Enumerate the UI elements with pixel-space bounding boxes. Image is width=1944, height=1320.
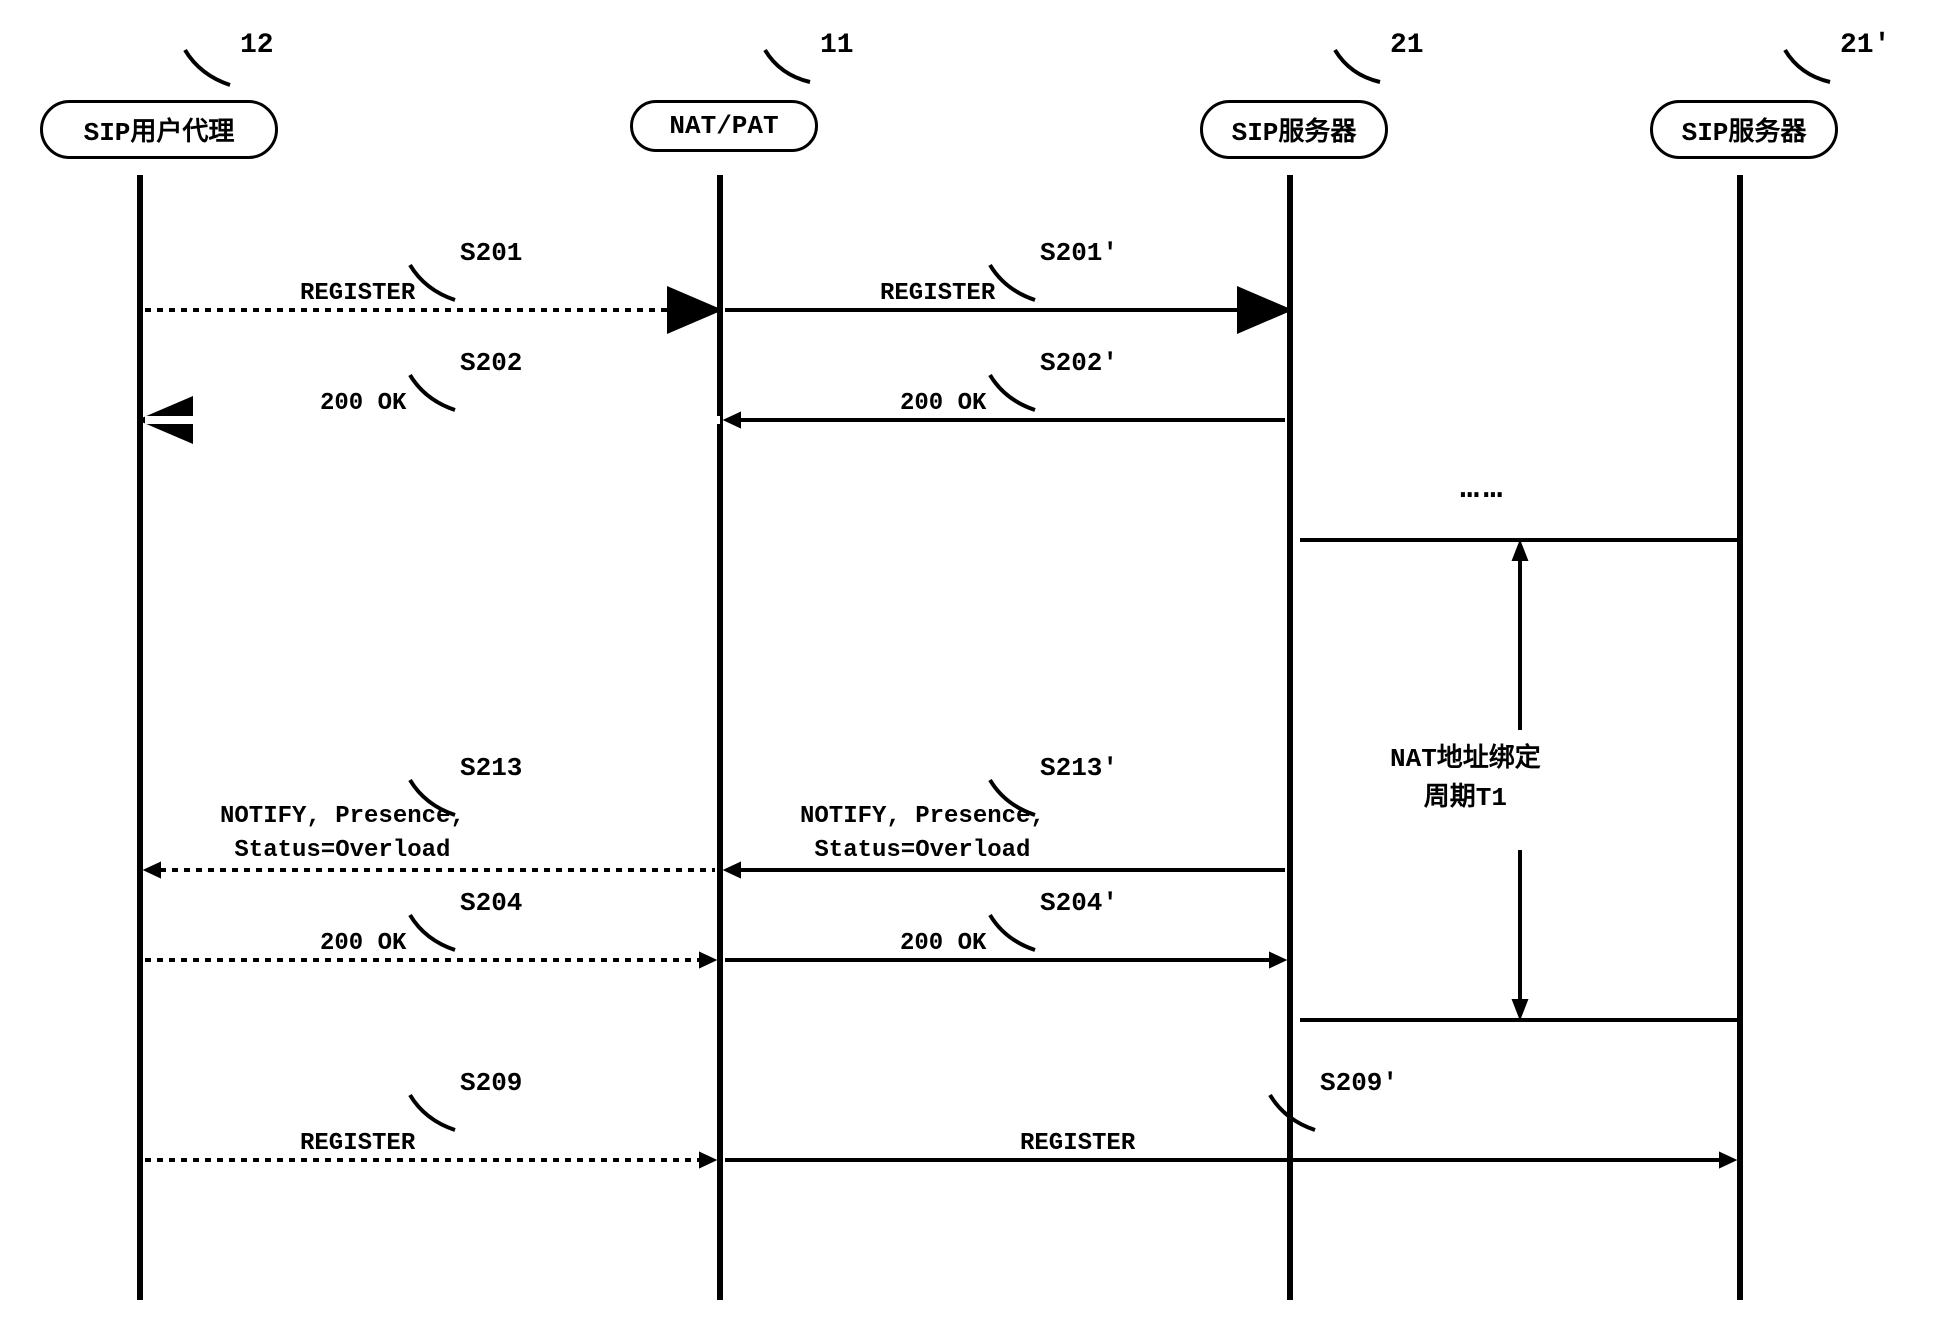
step-s204p: S204' — [1040, 888, 1118, 918]
step-s209p: S209' — [1320, 1068, 1398, 1098]
step-s202: S202 — [460, 348, 522, 378]
step-s201p: S201' — [1040, 238, 1118, 268]
msg-200ok-1: 200 OK — [320, 390, 406, 417]
sequence-diagram: SIP用户代理 12 NAT/PAT 11 SIP服务器 21 SIP服务器 2… — [20, 20, 1940, 1300]
msg-200ok-3: 200 OK — [320, 930, 406, 957]
participant-tag-21: 21 — [1390, 30, 1424, 61]
msg-200ok-4: 200 OK — [900, 930, 986, 957]
step-s202p: S202' — [1040, 348, 1118, 378]
participant-sip-server-1: SIP服务器 — [1200, 100, 1388, 159]
participant-sip-ua: SIP用户代理 — [40, 100, 278, 159]
diagram-svg — [20, 20, 1940, 1300]
participant-nat: NAT/PAT — [630, 100, 818, 152]
msg-register-3: REGISTER — [300, 1130, 415, 1157]
step-s213p: S213' — [1040, 753, 1118, 783]
participant-sip-server-2: SIP服务器 — [1650, 100, 1838, 159]
nat-binding-label: NAT地址绑定 周期T1 — [1390, 740, 1541, 818]
participant-label: SIP服务器 — [1682, 118, 1807, 148]
participant-label: NAT/PAT — [669, 111, 778, 141]
step-s209: S209 — [460, 1068, 522, 1098]
participant-tag-12: 12 — [240, 30, 274, 61]
participant-label: SIP用户代理 — [84, 118, 235, 148]
msg-200ok-2: 200 OK — [900, 390, 986, 417]
step-s204: S204 — [460, 888, 522, 918]
participant-tag-11: 11 — [820, 30, 854, 61]
step-s201: S201 — [460, 238, 522, 268]
msg-register-1: REGISTER — [300, 280, 415, 307]
participant-label: SIP服务器 — [1232, 118, 1357, 148]
msg-register-2: REGISTER — [880, 280, 995, 307]
step-s213: S213 — [460, 753, 522, 783]
msg-register-4: REGISTER — [1020, 1130, 1135, 1157]
msg-notify-1: NOTIFY, Presence, Status=Overload — [220, 800, 465, 867]
ellipsis: …… — [1460, 470, 1506, 507]
participant-tag-21p: 21' — [1840, 30, 1890, 61]
msg-notify-2: NOTIFY, Presence, Status=Overload — [800, 800, 1045, 867]
